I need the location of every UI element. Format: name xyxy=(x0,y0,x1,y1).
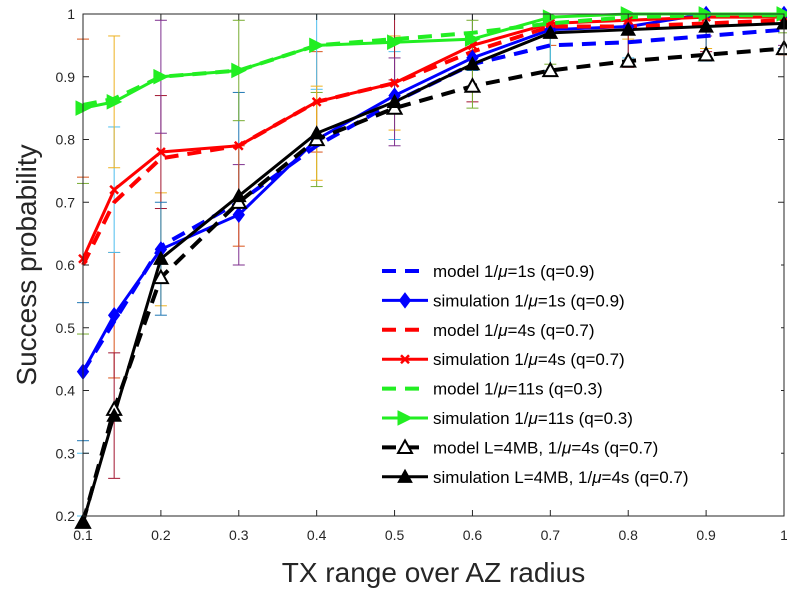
legend-label-4: model 1/μ=11s (q=0.3) xyxy=(433,380,603,399)
data-point-series-5 xyxy=(231,62,247,79)
legend-marker-5 xyxy=(397,410,414,426)
data-point-series-7 xyxy=(153,250,169,265)
legend-label-5: simulation 1/μ=11s (q=0.3) xyxy=(433,409,633,428)
legend-marker-3 xyxy=(400,354,410,365)
data-point-series-6 xyxy=(697,45,715,62)
data-point-series-5 xyxy=(387,34,403,51)
x-tick-label: 0.3 xyxy=(229,527,249,543)
data-point-series-3 xyxy=(311,96,322,107)
data-point-series-7 xyxy=(386,93,403,108)
legend-marker-7 xyxy=(397,468,413,483)
legend-label-7: simulation L=4MB, 1/μ=4s (q=0.7) xyxy=(433,468,689,487)
x-tick-label: 0.2 xyxy=(151,527,171,543)
data-point-series-5 xyxy=(464,31,481,47)
x-axis-ticks: 0.1 0.2 0.3 0.4 0.5 0.6 0.7 0.8 0.9 1 xyxy=(73,14,787,543)
data-point-series-5 xyxy=(153,68,170,85)
data-point-series-5 xyxy=(106,94,123,110)
data-point-series-6 xyxy=(775,39,787,56)
data-point-series-7 xyxy=(75,514,91,529)
data-point-series-6 xyxy=(152,268,170,285)
legend-label-6: model L=4MB, 1/μ=4s (q=0.7) xyxy=(433,438,658,457)
data-point-series-7 xyxy=(106,407,123,422)
data-point-series-3 xyxy=(389,78,400,88)
y-tick-label: 0.4 xyxy=(56,383,76,399)
legend-marker-1 xyxy=(398,292,412,309)
x-tick-label: 0.5 xyxy=(385,527,405,543)
data-point-series-6 xyxy=(463,77,482,93)
x-tick-label: 0.4 xyxy=(307,527,327,543)
legend-label-0: model 1/μ=1s (q=0.9) xyxy=(433,262,594,281)
legend-label-2: model 1/μ=4s (q=0.7) xyxy=(433,321,594,340)
data-point-series-3 xyxy=(156,147,166,157)
series-line-6 xyxy=(81,46,785,523)
y-tick-label: 0.7 xyxy=(56,194,76,210)
x-tick-label: 0.6 xyxy=(463,527,483,543)
data-point-series-3 xyxy=(109,184,120,195)
data-point-series-6 xyxy=(619,52,637,68)
series-line-3 xyxy=(81,15,784,260)
y-axis-ticks: 0.2 0.3 0.4 0.5 0.6 0.7 0.8 0.9 1 xyxy=(56,6,784,524)
data-point-series-5 xyxy=(309,37,325,54)
data-point-series-7 xyxy=(230,187,247,203)
data-point-series-7 xyxy=(698,18,714,33)
legend-label-1: simulation 1/μ=1s (q=0.9) xyxy=(433,291,625,310)
y-tick-label: 0.5 xyxy=(56,320,76,336)
x-tick-label: 0.9 xyxy=(696,527,716,543)
data-point-series-1 xyxy=(107,306,121,324)
data-point-series-3 xyxy=(233,140,244,151)
data-point-series-6 xyxy=(541,61,560,78)
x-tick-label: 0.8 xyxy=(618,527,638,543)
legend-marker-6 xyxy=(396,438,414,454)
y-tick-label: 0.6 xyxy=(56,257,76,273)
legend: model 1/μ=1s (q=0.9) simulation 1/μ=1s (q… xyxy=(374,253,781,501)
data-point-series-1 xyxy=(232,206,245,224)
x-tick-label: 0.1 xyxy=(73,527,93,543)
data-point-series-7 xyxy=(308,125,325,140)
y-tick-label: 0.2 xyxy=(56,508,76,524)
data-point-series-7 xyxy=(542,24,559,39)
x-axis-label: TX range over AZ radius xyxy=(282,557,585,588)
y-tick-label: 1 xyxy=(67,6,75,22)
data-point-series-7 xyxy=(464,56,481,71)
x-tick-label: 1 xyxy=(780,527,787,543)
legend-background xyxy=(374,253,781,501)
data-point-series-7 xyxy=(620,21,637,36)
x-tick-label: 0.7 xyxy=(541,527,561,543)
series-line-2 xyxy=(81,18,785,266)
y-axis-label: Success probability xyxy=(11,144,42,385)
y-tick-label: 0.9 xyxy=(56,69,76,85)
legend-label-3: simulation 1/μ=4s (q=0.7) xyxy=(433,350,625,369)
series-line-4 xyxy=(82,13,784,107)
y-tick-label: 0.8 xyxy=(56,132,76,148)
y-tick-label: 0.3 xyxy=(56,445,76,461)
